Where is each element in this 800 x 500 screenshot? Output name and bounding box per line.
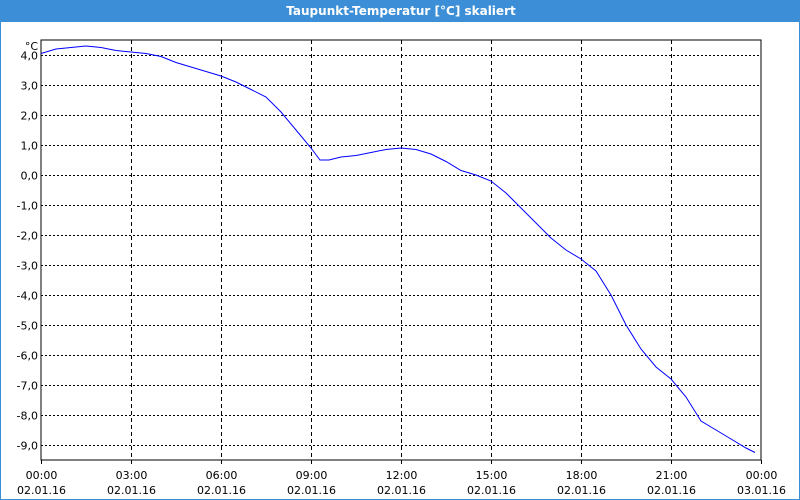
x-tick-date: 02.01.16 [197,484,246,497]
x-tick-time: 15:00 [476,469,508,482]
x-tick-time: 00:00 [26,469,58,482]
x-tick-date: 02.01.16 [557,484,606,497]
x-tick-time: 21:00 [656,469,688,482]
x-tick-date: 02.01.16 [647,484,696,497]
x-tick-date: 02.01.16 [467,484,516,497]
y-tick-label: -1,0 [17,200,38,213]
y-tick-label: -9,0 [17,440,38,453]
x-tick-time: 09:00 [296,469,328,482]
y-tick-label: -2,0 [17,230,38,243]
x-tick-date: 02.01.16 [377,484,426,497]
x-tick-date: 02.01.16 [107,484,156,497]
y-tick-label: 0,0 [21,170,39,183]
y-tick-label: -4,0 [17,290,38,303]
y-tick-label: -3,0 [17,260,38,273]
x-tick-date: 03.01.16 [737,484,786,497]
y-tick-label: 2,0 [21,110,39,123]
x-tick-time: 03:00 [116,469,148,482]
y-tick-label: 1,0 [21,140,39,153]
y-tick-label: 4,0 [21,50,39,63]
y-tick-label: -7,0 [17,380,38,393]
window-title: Taupunkt-Temperatur [°C] skaliert [1,0,800,22]
x-tick-date: 02.01.16 [17,484,66,497]
y-tick-label: -8,0 [17,410,38,423]
x-tick-time: 00:00 [746,469,778,482]
x-tick-time: 06:00 [206,469,238,482]
dewpoint-series-line [40,45,756,453]
y-tick-label: -5,0 [17,320,38,333]
y-axis-unit: °C [25,40,39,53]
x-tick-time: 12:00 [386,469,418,482]
y-tick-label: -6,0 [17,350,38,363]
x-tick-time: 18:00 [566,469,598,482]
y-tick-label: 3,0 [21,80,39,93]
x-tick-date: 02.01.16 [287,484,336,497]
